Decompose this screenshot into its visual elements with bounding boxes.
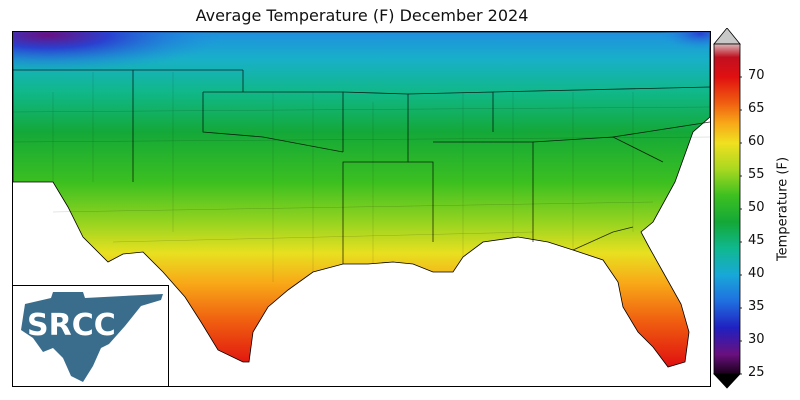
srcc-logo xyxy=(12,285,169,387)
colorbar-tick-label: 50 xyxy=(748,200,765,215)
colorbar-under-arrow xyxy=(713,373,741,389)
colorbar-tick-label: 35 xyxy=(748,299,765,314)
colorbar xyxy=(713,28,742,389)
colorbar-gradient xyxy=(713,43,741,375)
map-title: Average Temperature (F) December 2024 xyxy=(195,6,529,25)
colorbar-tick-label: 45 xyxy=(748,233,765,248)
colorbar-tick-label: 60 xyxy=(748,134,765,149)
colorbar-label: Temperature (F) xyxy=(775,156,791,262)
colorbar-tick-label: 25 xyxy=(748,365,765,380)
colorbar-tick-label: 55 xyxy=(748,167,765,182)
map-canvas xyxy=(13,32,710,368)
colorbar-tick-label: 40 xyxy=(748,266,765,281)
colorbar-tick-label: 30 xyxy=(748,332,765,347)
colorbar-tick-label: 65 xyxy=(748,101,765,116)
colorbar-over-arrow xyxy=(713,28,741,45)
colorbar-tick-label: 70 xyxy=(748,68,765,83)
srcc-logo-text: SRCC xyxy=(27,308,116,343)
srcc-logo-graphic xyxy=(21,292,163,382)
